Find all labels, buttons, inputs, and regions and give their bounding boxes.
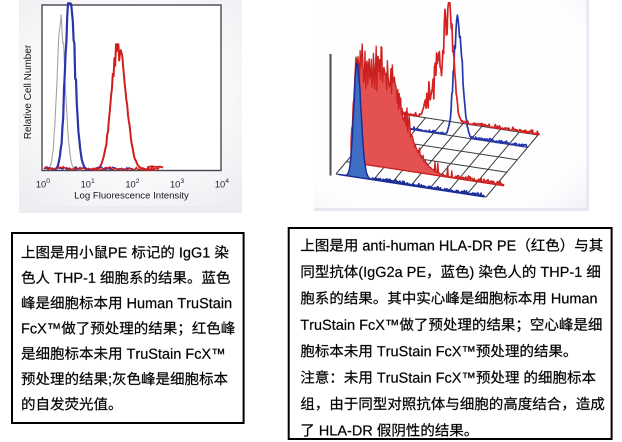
svg-text:0: 0 xyxy=(46,178,50,185)
svg-text:3: 3 xyxy=(180,178,184,185)
svg-text:10: 10 xyxy=(125,180,135,190)
svg-text:10: 10 xyxy=(215,180,225,190)
svg-text:1: 1 xyxy=(91,178,95,185)
svg-text:2: 2 xyxy=(136,178,140,185)
svg-text:4: 4 xyxy=(225,178,229,185)
svg-text:10: 10 xyxy=(170,180,180,190)
svg-text:Log Fluorescence Intensity: Log Fluorescence Intensity xyxy=(74,191,189,202)
svg-text:Relative Cell Number: Relative Cell Number xyxy=(23,44,34,139)
svg-text:10: 10 xyxy=(36,180,46,190)
svg-text:10: 10 xyxy=(81,180,91,190)
